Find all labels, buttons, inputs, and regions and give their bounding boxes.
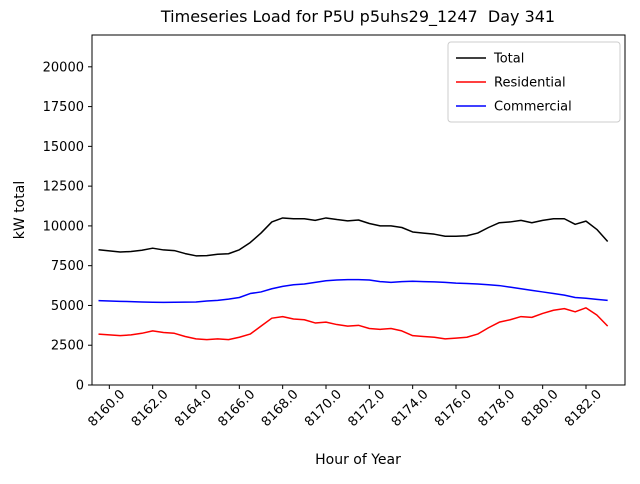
x-axis-label: Hour of Year xyxy=(315,452,401,468)
legend-label-commercial: Commercial xyxy=(494,100,572,115)
y-tick-label: 7500 xyxy=(51,259,84,274)
legend-box xyxy=(447,41,621,123)
y-axis-label: kW total xyxy=(12,181,28,239)
plot-area-border xyxy=(91,34,626,386)
y-tick-label: 12500 xyxy=(43,180,84,195)
y-tick-label: 15000 xyxy=(43,140,84,155)
x-tick-label: 8166.0 xyxy=(215,387,258,430)
x-tick-label: 8164.0 xyxy=(172,387,215,430)
x-tick-label: 8176.0 xyxy=(432,387,475,430)
x-tick-label: 8172.0 xyxy=(345,387,388,430)
y-tick-label: 5000 xyxy=(51,299,84,314)
legend-label-total: Total xyxy=(493,52,524,67)
y-tick-label: 0 xyxy=(76,379,84,394)
legend-label-residential: Residential xyxy=(494,76,566,91)
legend-entry-residential: Residential xyxy=(456,76,566,91)
series-line-commercial xyxy=(98,278,608,304)
x-tick-label: 8160.0 xyxy=(85,387,128,430)
series-line-total xyxy=(98,217,609,257)
legend-entry-commercial: Commercial xyxy=(456,100,572,115)
y-tick-label: 20000 xyxy=(43,60,84,75)
legend: Total Residential Commercial xyxy=(447,41,621,123)
y-tick-label: 17500 xyxy=(43,100,84,115)
x-tick-label: 8180.0 xyxy=(519,387,562,430)
x-tick-label: 8178.0 xyxy=(475,387,518,430)
chart-title: Timeseries Load for P5U p5uhs29_1247 Day… xyxy=(160,7,555,27)
x-tick-label: 8170.0 xyxy=(302,387,345,430)
y-tick-label: 10000 xyxy=(43,219,84,234)
x-tick-label: 8174.0 xyxy=(389,387,432,430)
series-lines xyxy=(98,217,609,341)
y-tick-label: 2500 xyxy=(51,339,84,354)
legend-entry-total: Total xyxy=(456,52,524,67)
series-line-residential xyxy=(98,307,609,341)
x-tick-label: 8162.0 xyxy=(129,387,172,430)
x-tick-label: 8182.0 xyxy=(562,387,605,430)
x-tick-label: 8168.0 xyxy=(259,387,302,430)
